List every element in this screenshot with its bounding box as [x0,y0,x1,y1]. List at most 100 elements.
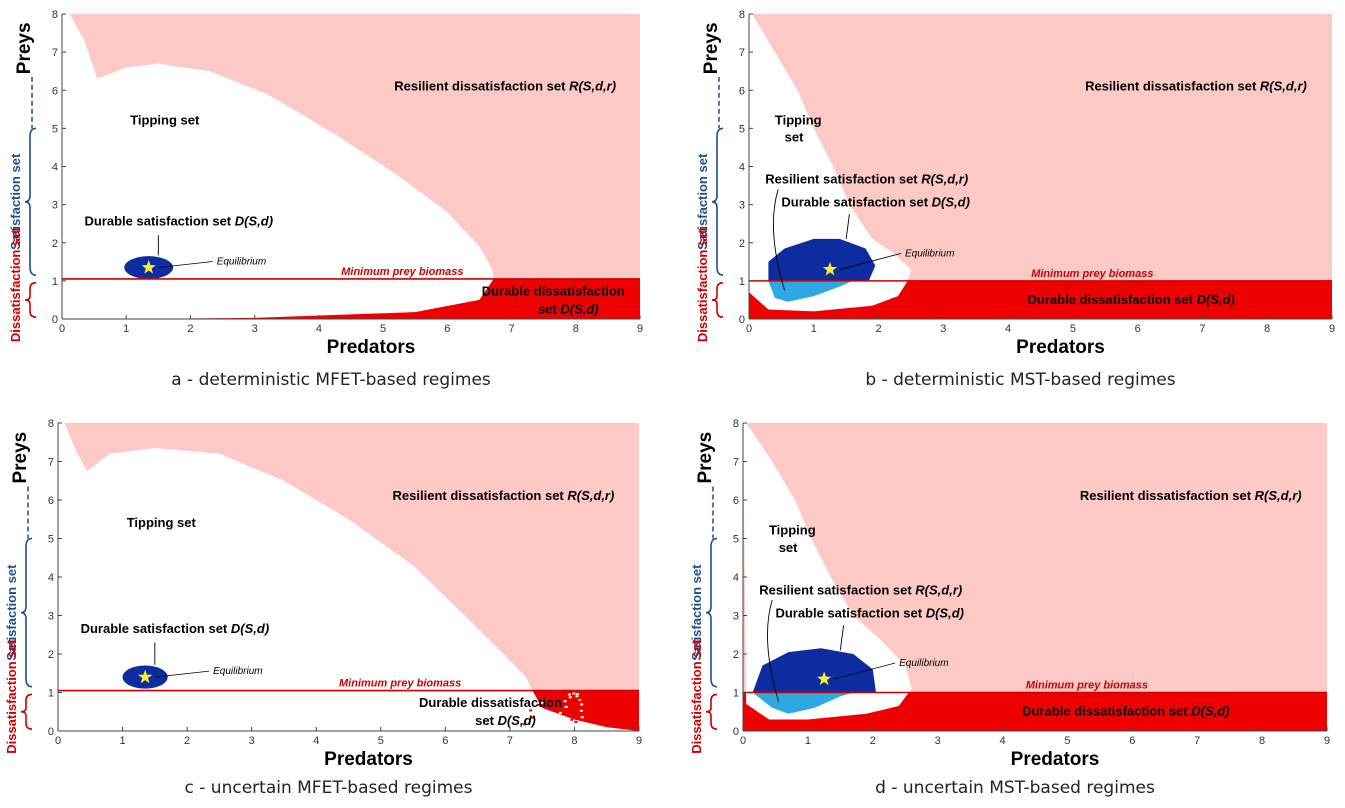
satisfaction-side-label: Satisfaction set [689,564,704,661]
dissatisfaction-speckle [572,692,576,695]
dissatisfaction-speckle [580,703,584,706]
dissatisfaction-speckle [540,701,544,704]
y-tick-label: 8 [48,418,54,430]
y-tick-label: 1 [733,688,739,700]
tipping-region [749,14,911,312]
satisfaction-brace [20,537,33,688]
x-tick-label: 3 [940,323,946,335]
durable-dissatisfaction-label: Durable dissatisfaction [419,695,562,710]
x-tick-label: 0 [740,735,746,747]
x-tick-label: 8 [571,735,577,747]
x-tick-label: 9 [1324,735,1330,747]
y-tick-label: 8 [52,9,58,21]
dissatisfaction-speckle [566,705,570,708]
x-axis-label: Predators [324,749,413,770]
panel-a: 0 1 2 3 4 5 6 7 8 9 0 1 2 3 4 5 6 7 8 Predators Preys Satisfa… [8,9,643,390]
dissatisfaction-speckle [560,700,564,703]
durable-dissatisfaction-label-2: set D(S,d) [538,301,599,316]
y-tick-label: 3 [733,611,739,623]
y-tick-label: 1 [739,276,745,288]
y-axis-label-preys: Preys [14,22,35,74]
x-tick-label: 4 [316,323,322,335]
durable-dissatisfaction-region [126,279,640,319]
dissatisfaction-speckle [558,711,562,714]
y-tick-label: 4 [52,162,58,174]
y-tick-label: 4 [733,572,739,584]
dissatisfaction-brace [705,693,718,730]
equilibrium-arrow [155,670,210,678]
dissatisfaction-speckle [574,721,578,724]
dissatisfaction-brace [24,281,37,318]
dissatisfaction-brace [20,693,33,730]
x-tick-label: 6 [1135,323,1141,335]
dissatisfaction-speckle [553,720,557,723]
equilibrium-star [141,260,156,274]
resilient-satisfaction-label: Resilient satisfaction set R(S,d,r) [765,172,968,187]
y-tick-label: 0 [48,726,54,738]
x-tick-label: 4 [1005,323,1011,335]
dissatisfaction-speckle [580,692,584,695]
y-tick-label: 0 [739,314,745,326]
y-tick-label: 2 [739,238,745,250]
dissatisfaction-speckle [555,693,559,696]
x-tick-label: 3 [935,735,941,747]
x-tick-label: 7 [507,735,513,747]
dissatisfaction-speckle [533,697,537,700]
x-tick-label: 5 [1070,323,1076,335]
x-tick-label: 7 [1194,735,1200,747]
x-tick-label: 1 [123,323,129,335]
dissatisfaction-speckle [576,707,580,710]
x-tick-label: 9 [1329,323,1335,335]
dissatisfaction-speckle [579,709,583,712]
x-tick-label: 5 [378,735,384,747]
equilibrium-label: Equilibrium [217,257,266,268]
resilient-satisfaction-arrow [767,599,780,703]
y-tick-label: 5 [52,123,58,135]
y-tick-label: 5 [733,534,739,546]
durable-dissatisfaction-label: Durable dissatisfaction [482,283,625,298]
y-tick-label: 2 [52,238,58,250]
x-axis-label: Predators [1016,337,1105,358]
dissatisfaction-speckle [539,707,543,710]
x-tick-label: 6 [444,323,450,335]
tipping-label: Tipping [769,523,816,538]
min-prey-label: Minimum prey biomass [341,266,463,278]
dissatisfaction-speckle [570,718,574,721]
x-tick-label: 0 [59,323,65,335]
x-tick-label: 3 [249,735,255,747]
y-tick-label: 8 [733,418,739,430]
resilient-dissatisfaction-label: Resilient dissatisfaction set R(S,d,r) [1085,78,1307,93]
panel-c: 0 1 2 3 4 5 6 7 8 9 0 1 2 3 4 5 6 7 8 Predators Preys Satisfa… [4,418,642,798]
dissatisfaction-brace [711,281,724,318]
dissatisfaction-speckle [529,709,533,712]
tipping-label-2: set [779,540,798,555]
x-tick-label: 6 [1129,735,1135,747]
dissatisfaction-speckle [576,693,580,696]
panel-b: 0 1 2 3 4 5 6 7 8 9 0 1 2 3 4 5 6 7 8 Predators Preys Satisfa… [695,9,1335,390]
x-tick-label: 0 [746,323,752,335]
durable-dissatisfaction-label: Durable dissatisfaction set D(S,d) [1022,704,1229,719]
equilibrium-star [138,669,153,684]
dissatisfaction-speckle [568,696,572,699]
y-axis-label-preys: Preys [10,432,31,484]
resilient-satisfaction-label: Resilient satisfaction set R(S,d,r) [759,582,962,597]
durable-satisfaction-arrow [839,625,845,651]
y-tick-label: 2 [733,649,739,661]
durable-dissatisfaction-label-2: set D(S,d) [475,713,536,728]
x-tick-label: 8 [1264,323,1270,335]
dissatisfaction-speckle [530,716,534,719]
x-tick-label: 2 [875,323,881,335]
panel-caption: a - deterministic MFET-based regimes [171,370,491,390]
durable-satisfaction-label: Durable satisfaction set D(S,d) [84,214,273,229]
y-tick-label: 3 [52,200,58,212]
tipping-region [62,14,494,319]
dissatisfaction-speckle [543,695,547,698]
y-tick-label: 6 [739,85,745,97]
satisfaction-brace [711,127,724,276]
x-tick-label: 9 [636,735,642,747]
y-tick-label: 1 [48,688,54,700]
dissatisfaction-side-label: Dissatisfaction set [4,638,19,754]
durable-satisfaction-label: Durable satisfaction set D(S,d) [81,621,270,636]
satisfaction-side-label: Satisfaction set [8,153,23,250]
